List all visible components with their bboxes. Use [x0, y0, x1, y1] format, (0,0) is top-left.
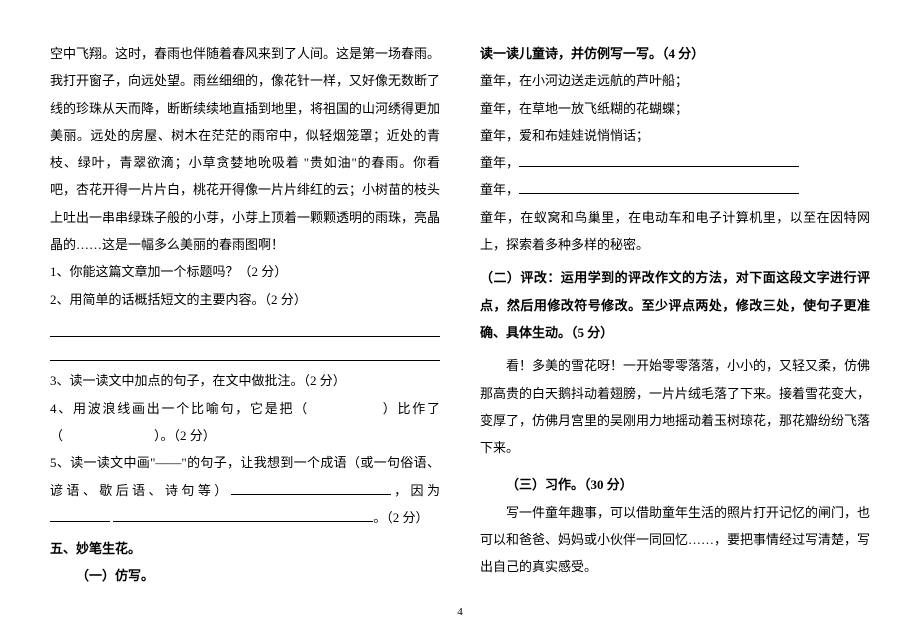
q5-part-b: ，因为 — [391, 483, 440, 498]
subsection-1-title: （一）仿写。 — [50, 562, 440, 589]
poem-prefix: 童年， — [480, 182, 519, 197]
subsection-2-title: （二）评改：运用学到的评改作文的方法，对下面这段文字进行评点，然后用修改符号修改… — [480, 264, 870, 346]
inline-blank — [113, 521, 373, 522]
question-5: 5、读一读文中画"——"的句子，让我想到一个成语（或一句俗语、谚语、歇后语、诗句… — [50, 449, 440, 531]
blank-line — [50, 343, 440, 361]
subsection-3-title: （三）习作。（30 分） — [480, 471, 870, 498]
passage-text: 空中飞翔。这时，春雨也伴随着春风来到了人间。这是第一场春雨。我打开窗子，向远处望… — [50, 40, 440, 258]
poem-line-5: 童年， — [480, 176, 870, 203]
poem-instruction: 读一读儿童诗，并仿例写一写。（4 分） — [480, 40, 870, 67]
question-2: 2、用简单的话概括短文的主要内容。（2 分） — [50, 286, 440, 313]
left-column: 空中飞翔。这时，春雨也伴随着春风来到了人间。这是第一场春雨。我打开窗子，向远处望… — [50, 40, 440, 610]
inline-blank — [519, 193, 799, 194]
edit-passage: 看！多美的雪花呀！一开始零零落落，小小的，又轻又柔，仿佛那高贵的白天鹅抖动着翅膀… — [480, 352, 870, 461]
page-number: 4 — [457, 601, 463, 624]
question-4: 4、用波浪线画出一个比喻句，它是把（ ）比作了（ ）。（2 分） — [50, 395, 440, 450]
q5-part-c: 。（2 分） — [373, 510, 428, 525]
poem-line-6: 童年，在蚁窝和鸟巢里，在电动车和电子计算机里，以至在因特网上，探索着多种多样的秘… — [480, 204, 870, 259]
q5-part-a: 5、读一读文中画"——"的句子，让我想到一个成语（或一句俗语、谚语、歇后语、诗句… — [50, 455, 440, 497]
poem-line-2: 童年，在草地一放飞纸糊的花蝴蝶； — [480, 95, 870, 122]
inline-blank — [231, 494, 391, 495]
blank-line — [50, 319, 440, 337]
question-3: 3、读一读文中加点的句子，在文中做批注。（2 分） — [50, 367, 440, 394]
right-column: 读一读儿童诗，并仿例写一写。（4 分） 童年，在小河边送走远航的芦叶船； 童年，… — [480, 40, 870, 610]
poem-line-1: 童年，在小河边送走远航的芦叶船； — [480, 67, 870, 94]
poem-line-3: 童年，爱和布娃娃说悄悄话； — [480, 122, 870, 149]
question-1: 1、你能这篇文章加一个标题吗？（2 分） — [50, 258, 440, 285]
writing-prompt: 写一件童年趣事，可以借助童年生活的照片打开记忆的闸门，也可以和爸爸、妈妈或小伙伴… — [480, 499, 870, 581]
inline-blank — [519, 166, 799, 167]
poem-line-4: 童年， — [480, 149, 870, 176]
poem-prefix: 童年， — [480, 155, 519, 170]
inline-blank — [50, 521, 110, 522]
section-5-title: 五、妙笔生花。 — [50, 535, 440, 562]
